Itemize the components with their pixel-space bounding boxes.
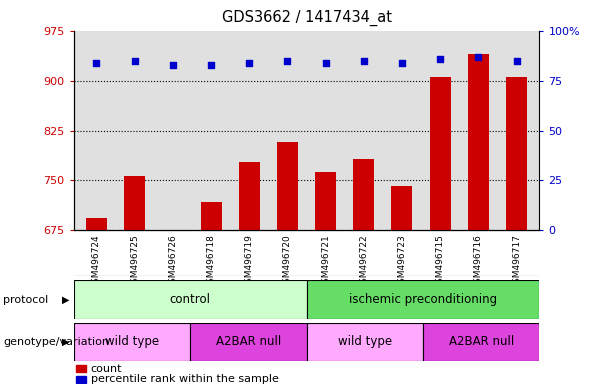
Bar: [86, 218, 107, 230]
Text: GSM496721: GSM496721: [321, 234, 330, 289]
Text: ischemic preconditioning: ischemic preconditioning: [349, 293, 497, 306]
Point: [168, 61, 178, 68]
Point: [473, 54, 483, 60]
Bar: [76, 376, 86, 383]
Text: GSM496718: GSM496718: [207, 234, 216, 289]
Text: GSM496726: GSM496726: [169, 234, 177, 289]
Bar: [76, 365, 86, 372]
Text: GSM496724: GSM496724: [92, 234, 101, 289]
Text: GSM496720: GSM496720: [283, 234, 292, 289]
Bar: [238, 162, 260, 230]
Text: GSM496715: GSM496715: [436, 234, 444, 289]
Bar: [74, 280, 306, 319]
Text: GDS3662 / 1417434_at: GDS3662 / 1417434_at: [221, 10, 392, 26]
Point: [397, 60, 407, 66]
Text: GSM496722: GSM496722: [359, 234, 368, 289]
Text: percentile rank within the sample: percentile rank within the sample: [91, 374, 278, 384]
Bar: [353, 159, 375, 230]
Point: [91, 60, 101, 66]
Bar: [430, 77, 451, 230]
Bar: [315, 172, 336, 230]
Text: wild type: wild type: [338, 335, 392, 348]
Text: ▶: ▶: [63, 337, 70, 347]
Text: A2BAR null: A2BAR null: [216, 335, 281, 348]
Point: [512, 58, 522, 64]
Point: [359, 58, 368, 64]
Point: [283, 58, 292, 64]
Text: GSM496717: GSM496717: [512, 234, 521, 289]
Bar: [190, 323, 306, 361]
Point: [435, 56, 445, 62]
Bar: [423, 323, 539, 361]
Text: ▶: ▶: [63, 295, 70, 305]
Bar: [124, 176, 145, 230]
Text: control: control: [170, 293, 210, 306]
Text: GSM496725: GSM496725: [130, 234, 139, 289]
Point: [206, 61, 216, 68]
Text: count: count: [91, 364, 122, 374]
Text: GSM496716: GSM496716: [474, 234, 483, 289]
Text: A2BAR null: A2BAR null: [449, 335, 514, 348]
Bar: [306, 323, 423, 361]
Text: protocol: protocol: [3, 295, 48, 305]
Bar: [306, 280, 539, 319]
Bar: [74, 323, 190, 361]
Bar: [277, 142, 298, 230]
Text: GSM496719: GSM496719: [245, 234, 254, 289]
Point: [245, 60, 254, 66]
Bar: [392, 186, 413, 230]
Bar: [200, 202, 221, 230]
Bar: [506, 77, 527, 230]
Point: [321, 60, 330, 66]
Bar: [468, 54, 489, 230]
Text: GSM496723: GSM496723: [397, 234, 406, 289]
Point: [130, 58, 140, 64]
Text: genotype/variation: genotype/variation: [3, 337, 109, 347]
Text: wild type: wild type: [105, 335, 159, 348]
